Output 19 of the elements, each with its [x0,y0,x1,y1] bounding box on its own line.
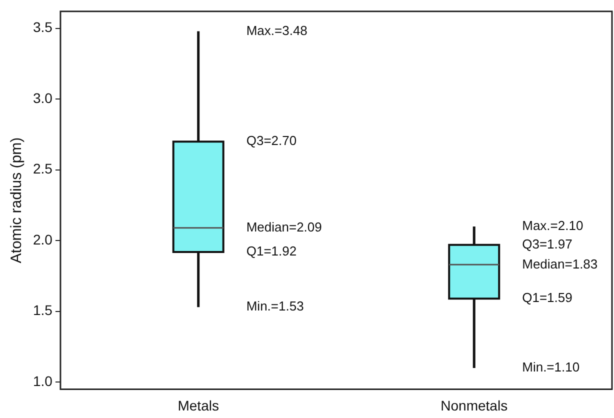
annotation: Q1=1.92 [246,244,297,259]
y-tick-label: 1.5 [32,302,53,318]
annotation: Max.=2.10 [522,218,584,234]
annotation: Max.=3.48 [246,22,308,38]
x-tick-label: Metals [178,397,219,414]
annotation: Median=2.09 [246,219,322,234]
annotation: Q3=2.70 [246,133,297,148]
y-tick-label: 2.0 [32,231,53,248]
annotation: Q1=1.59 [522,290,572,306]
y-tick-label: 3.0 [32,90,53,106]
y-tick-label: 2.5 [32,160,53,177]
y-tick-label: 3.5 [32,19,53,36]
x-tick-label: Nonmetals [440,397,508,414]
annotation: Q3=1.97 [522,236,572,252]
annotation: Median=1.83 [522,256,598,272]
annotation: Min.=1.10 [522,360,580,375]
y-tick-label: 1.0 [32,372,53,389]
y-axis-title: Atomic radius (pm) [8,137,26,264]
annotation: Min.=1.53 [246,298,304,314]
